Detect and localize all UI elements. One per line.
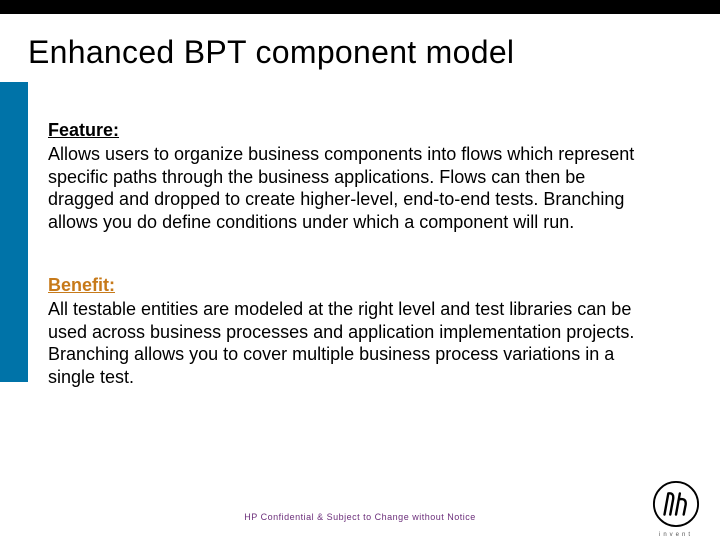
slide-title: Enhanced BPT component model: [28, 34, 514, 71]
top-bar: [0, 0, 720, 14]
hp-logo-icon: [652, 480, 700, 528]
feature-heading: Feature:: [48, 120, 643, 141]
benefit-heading: Benefit:: [48, 275, 643, 296]
slide-body: Feature: Allows users to organize busine…: [48, 120, 643, 388]
slide: Enhanced BPT component model Feature: Al…: [0, 0, 720, 540]
side-accent-bar: [0, 82, 28, 382]
footer-confidential: HP Confidential & Subject to Change with…: [0, 512, 720, 522]
section-gap: [48, 233, 643, 275]
hp-logo-sublabel: invent: [652, 532, 700, 538]
benefit-text: All testable entities are modeled at the…: [48, 298, 643, 388]
feature-text: Allows users to organize business compon…: [48, 143, 643, 233]
